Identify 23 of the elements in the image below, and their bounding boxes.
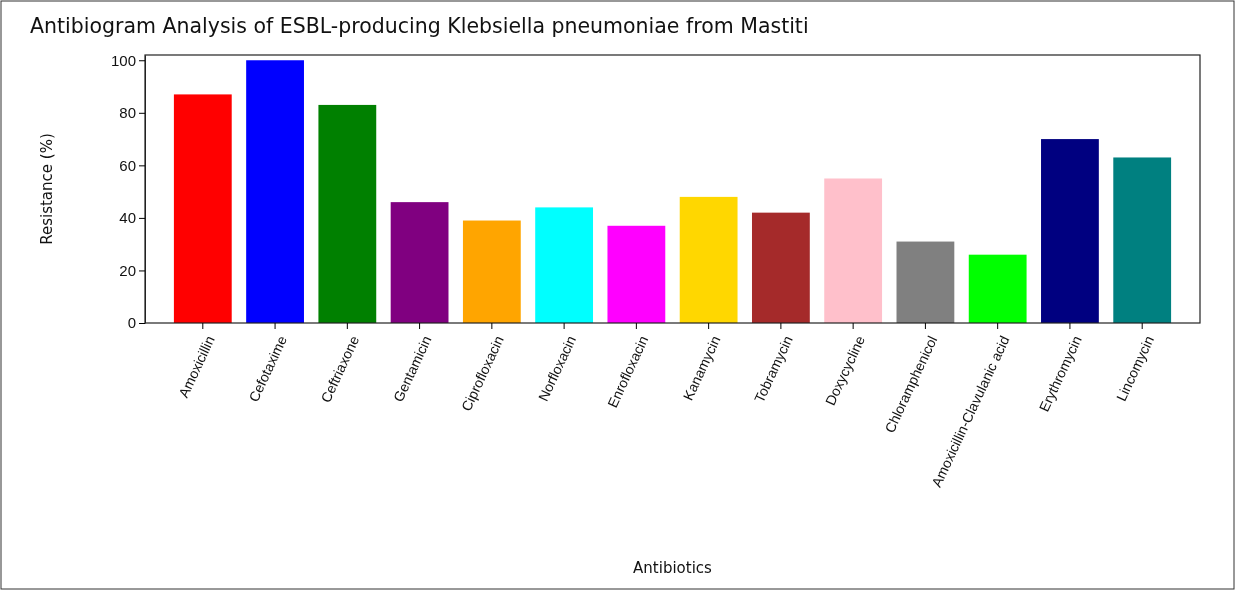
- bar: [751, 212, 810, 323]
- bar: [896, 241, 955, 323]
- y-axis-title: Resistance (%): [38, 133, 56, 245]
- bar: [173, 94, 232, 323]
- bar: [1113, 157, 1172, 323]
- y-tick-label: 60: [119, 156, 136, 174]
- y-tick-label: 100: [110, 51, 136, 69]
- bar: [462, 220, 521, 323]
- bar: [968, 254, 1027, 323]
- y-tick-label: 80: [119, 104, 136, 122]
- y-tick-label: 0: [127, 314, 136, 332]
- y-tick-label: 40: [119, 209, 136, 227]
- bar: [390, 202, 449, 323]
- bar: [246, 60, 304, 323]
- bar: [679, 196, 738, 323]
- bar: [607, 225, 666, 323]
- y-tick-label: 20: [119, 261, 136, 279]
- bar: [1041, 139, 1099, 323]
- bar: [535, 207, 594, 323]
- chart-title: Antibiogram Analysis of ESBL-producing Klebsiella pneumoniae from Mastiti: [30, 14, 809, 38]
- bar: [318, 104, 377, 323]
- x-axis-title: Antibiotics: [633, 559, 713, 577]
- bar: [824, 178, 883, 323]
